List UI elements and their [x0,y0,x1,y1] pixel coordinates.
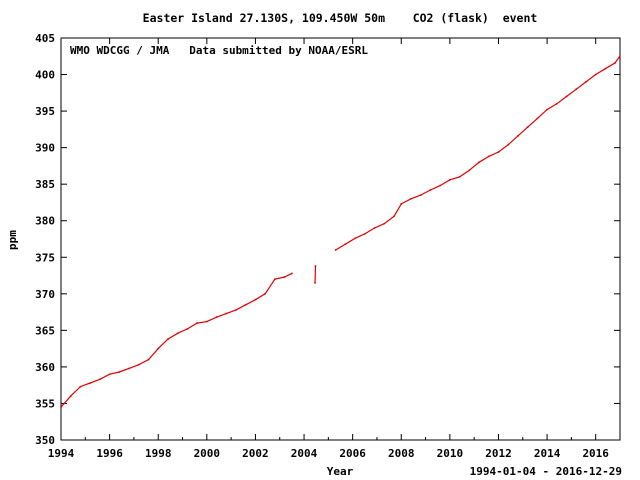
y-tick-label: 350 [35,434,55,447]
data-point [546,108,548,111]
series-line-2 [314,265,317,283]
series-layer [60,55,621,409]
data-point [290,272,293,275]
data-point [614,61,617,64]
data-point [565,95,568,98]
data-point [487,155,490,158]
data-point [79,385,82,388]
x-tick-label: 2010 [437,447,464,460]
data-point [555,102,558,105]
data-point [283,276,286,278]
data-point [429,189,432,191]
x-tick-label: 1994 [48,447,75,460]
y-tick-label: 355 [35,397,55,410]
chart-title: Easter Island 27.130S, 109.450W 50m CO2 … [143,11,538,25]
data-point [478,161,480,164]
data-point [264,292,267,295]
y-tick-label: 380 [35,215,55,228]
data-point [373,227,376,229]
x-tick-label: 2006 [339,447,366,460]
x-axis-label: Year [327,465,354,478]
data-point [118,371,121,373]
data-point [594,73,597,76]
data-point [410,197,412,200]
y-axis-label: ppm [6,230,19,250]
data-point [196,322,199,324]
y-tick-label: 365 [35,324,55,337]
data-point [468,169,471,172]
data-point [334,249,337,251]
data-point [497,151,500,153]
data-point [575,88,578,91]
data-point [157,347,160,350]
data-point [618,55,621,58]
annotation: WMO WDCGG / JMA Data submitted by NOAA/E… [70,44,368,57]
data-point [517,135,519,137]
data-point [526,126,529,129]
data-point [458,175,461,178]
x-axis: 1994 1996 1998 2000 2002 2004 2006 2008 2010 2012… [48,38,609,460]
data-point [205,320,208,323]
data-point [354,237,356,240]
data-point [89,382,92,384]
y-tick-label: 400 [35,69,55,82]
x-tick-label: 1998 [145,447,172,460]
data-point [108,373,111,376]
data-point [383,222,386,225]
data-point [69,395,72,398]
data-point [344,243,347,246]
data-point [215,316,218,319]
data-point [273,278,276,281]
plot-area [60,37,621,441]
data-point [536,117,539,120]
x-tick-label: 2004 [291,447,318,460]
x-tick-label: 2000 [194,447,221,460]
data-point [363,232,366,235]
x-tick-label: 2014 [534,447,561,460]
data-point [244,303,247,306]
data-point [604,67,607,70]
data-point [314,281,316,284]
data-point [176,332,179,335]
data-point [448,178,451,181]
data-point [235,308,237,311]
y-tick-label: 360 [35,361,55,374]
data-point [254,298,257,301]
date-range: 1994-01-04 - 2016-12-29 [470,465,622,478]
data-point [507,143,510,146]
data-point [400,203,403,205]
y-tick-label: 385 [35,178,55,191]
y-axis: 350 355 360 365 370 375 380 385 390 395 400 405 [35,32,620,447]
y-tick-label: 370 [35,288,55,301]
data-point [147,358,150,361]
data-point [439,184,442,187]
data-point [98,378,101,381]
data-point [393,215,395,218]
x-tick-label: 1996 [96,447,123,460]
x-tick-label: 2012 [485,447,512,460]
data-point [186,328,189,330]
y-tick-label: 375 [35,251,55,264]
y-tick-label: 405 [35,32,55,45]
data-point [585,80,587,83]
data-point [167,338,169,341]
x-tick-label: 2016 [582,447,609,460]
data-point [225,312,228,315]
y-tick-label: 395 [35,105,55,118]
x-tick-label: 2008 [388,447,415,460]
data-point [60,406,62,409]
data-point [419,194,422,197]
y-tick-label: 390 [35,142,55,155]
x-tick-label: 2002 [242,447,269,460]
data-point [137,363,140,366]
data-point [128,367,130,370]
data-point [314,265,317,267]
